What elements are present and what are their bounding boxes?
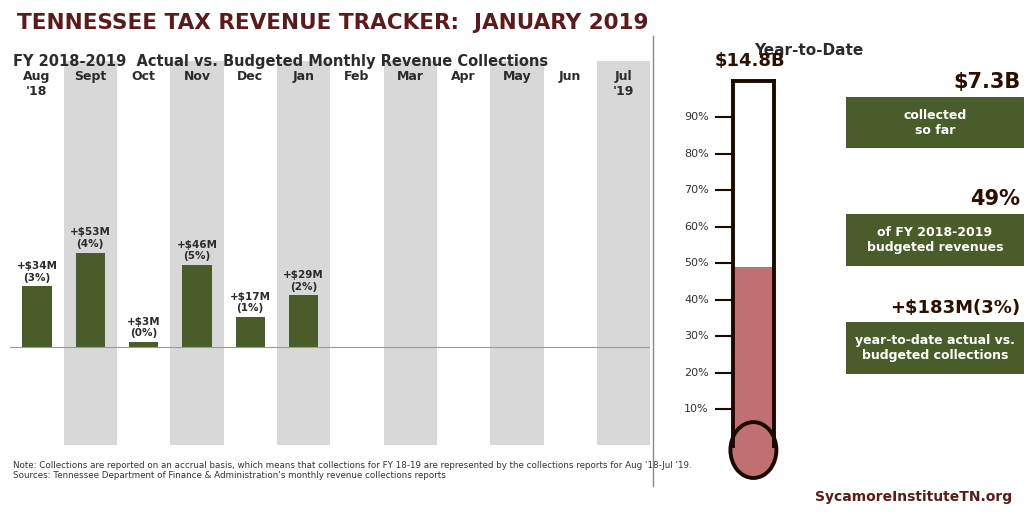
Text: 40%: 40% — [684, 295, 709, 305]
Bar — [733, 267, 774, 446]
Text: Jul
'19: Jul '19 — [613, 70, 634, 98]
Bar — [76, 252, 104, 347]
Text: $7.3B: $7.3B — [953, 72, 1020, 92]
Text: +$46M
(5%): +$46M (5%) — [176, 240, 217, 262]
Text: +$3M
(0%): +$3M (0%) — [127, 317, 161, 338]
Bar — [276, 61, 330, 445]
Text: +$34M
(3%): +$34M (3%) — [16, 261, 57, 283]
Text: $14.8B: $14.8B — [715, 52, 785, 70]
Text: 30%: 30% — [684, 331, 709, 342]
Bar — [846, 322, 1024, 374]
Text: SycamoreInstituteTN.org: SycamoreInstituteTN.org — [814, 490, 1012, 504]
Text: Year-to-Date: Year-to-Date — [755, 42, 863, 57]
Text: TENNESSEE TAX REVENUE TRACKER:  JANUARY 2019: TENNESSEE TAX REVENUE TRACKER: JANUARY 2… — [17, 13, 648, 33]
Bar — [846, 214, 1024, 266]
Text: Jan: Jan — [293, 70, 314, 83]
Bar — [597, 61, 650, 445]
Text: 70%: 70% — [684, 185, 709, 196]
Text: Jun: Jun — [559, 70, 582, 83]
Bar — [846, 97, 1024, 148]
Text: Apr: Apr — [452, 70, 476, 83]
Text: 10%: 10% — [684, 404, 709, 414]
Text: year-to-date actual vs.
budgeted collections: year-to-date actual vs. budgeted collect… — [855, 334, 1015, 362]
Text: 60%: 60% — [684, 222, 709, 232]
Text: Aug
'18: Aug '18 — [24, 70, 50, 98]
Bar — [289, 295, 318, 347]
Bar — [63, 61, 117, 445]
Bar — [129, 342, 159, 347]
Bar — [182, 265, 212, 347]
Bar — [735, 439, 772, 451]
Circle shape — [730, 422, 776, 478]
Text: Mar: Mar — [396, 70, 424, 83]
Text: Feb: Feb — [344, 70, 370, 83]
Bar — [384, 61, 437, 445]
Text: 49%: 49% — [971, 189, 1020, 209]
Text: FY 2018-2019  Actual vs. Budgeted Monthly Revenue Collections: FY 2018-2019 Actual vs. Budgeted Monthly… — [13, 54, 549, 69]
Bar — [236, 317, 265, 347]
Text: 90%: 90% — [684, 113, 709, 122]
Text: May: May — [503, 70, 531, 83]
Bar — [490, 61, 544, 445]
Text: Sept: Sept — [74, 70, 106, 83]
Text: Dec: Dec — [238, 70, 263, 83]
Text: +$183M(3%): +$183M(3%) — [890, 300, 1020, 317]
Bar — [733, 81, 774, 446]
Text: 80%: 80% — [684, 149, 709, 159]
Text: of FY 2018-2019
budgeted revenues: of FY 2018-2019 budgeted revenues — [866, 226, 1004, 254]
Text: 20%: 20% — [684, 368, 709, 378]
Text: +$17M
(1%): +$17M (1%) — [229, 292, 270, 313]
Text: Nov: Nov — [183, 70, 210, 83]
Text: collected
so far: collected so far — [903, 109, 967, 137]
Text: Oct: Oct — [132, 70, 156, 83]
Bar — [23, 287, 51, 347]
Text: Note: Collections are reported on an accrual basis, which means that collections: Note: Collections are reported on an acc… — [13, 461, 692, 480]
Text: +$53M
(4%): +$53M (4%) — [70, 227, 111, 249]
Text: 50%: 50% — [684, 259, 709, 268]
Text: +$29M
(2%): +$29M (2%) — [284, 270, 324, 292]
Bar — [170, 61, 223, 445]
